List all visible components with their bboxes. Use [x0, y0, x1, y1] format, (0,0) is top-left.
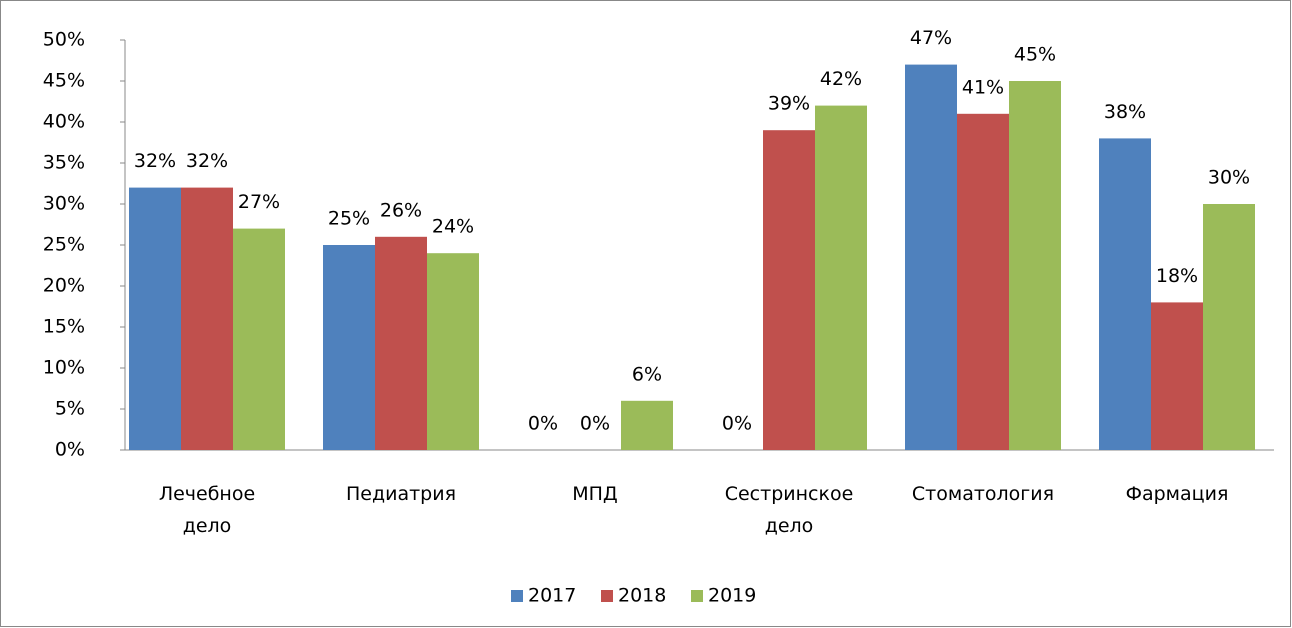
data-label: 0%	[722, 413, 752, 435]
data-label: 42%	[820, 68, 862, 90]
y-tick-label: 50%	[43, 29, 85, 51]
legend-label: 2018	[618, 585, 666, 607]
bar	[621, 400, 673, 450]
data-label: 0%	[580, 413, 610, 435]
data-label: 6%	[632, 363, 662, 385]
bar	[905, 64, 957, 450]
data-label: 45%	[1014, 44, 1056, 66]
y-tick-label: 10%	[43, 357, 85, 379]
data-label: 18%	[1156, 265, 1198, 287]
legend-swatch	[691, 590, 703, 602]
y-tick-label: 30%	[43, 193, 85, 215]
x-tick-label: Лечебное дело	[158, 483, 256, 537]
bar	[1203, 204, 1255, 450]
x-tick-label: Стоматология	[911, 483, 1055, 505]
data-label: 25%	[328, 208, 370, 230]
x-tick-label-box: Сестринское дело	[724, 483, 854, 537]
data-label: 30%	[1208, 167, 1250, 189]
y-tick-label: 25%	[43, 234, 85, 256]
data-label: 47%	[910, 27, 952, 49]
x-tick-label-box: МПД	[572, 483, 618, 505]
y-tick-label: 40%	[43, 111, 85, 133]
legend-label: 2019	[708, 585, 756, 607]
x-tick-label-box: Педиатрия	[345, 483, 456, 505]
bar	[815, 105, 867, 450]
data-label: 32%	[134, 150, 176, 172]
bar	[129, 187, 181, 450]
y-tick-label: 20%	[43, 275, 85, 297]
bar	[1009, 81, 1061, 450]
legend-swatch	[511, 590, 523, 602]
y-tick-label: 15%	[43, 316, 85, 338]
data-label: 24%	[432, 216, 474, 238]
y-tick-label: 45%	[43, 70, 85, 92]
bar	[323, 245, 375, 450]
legend-label: 2017	[528, 585, 576, 607]
bar	[763, 130, 815, 450]
x-tick-label-box: Стоматология	[911, 483, 1055, 505]
x-tick-label: МПД	[572, 483, 618, 505]
x-tick-label: Фармация	[1125, 483, 1229, 505]
data-label: 41%	[962, 76, 1004, 98]
data-label: 32%	[186, 150, 228, 172]
data-label: 27%	[238, 191, 280, 213]
x-tick-label-box: Фармация	[1125, 483, 1229, 505]
bar	[375, 236, 427, 450]
y-tick-label: 35%	[43, 152, 85, 174]
bar	[957, 113, 1009, 451]
data-label: 0%	[528, 413, 558, 435]
bar	[427, 253, 479, 450]
data-label: 39%	[768, 93, 810, 115]
data-label: 26%	[380, 199, 422, 221]
x-tick-label: Сестринское дело	[724, 483, 854, 537]
bar	[1099, 138, 1151, 450]
data-label: 38%	[1104, 101, 1146, 123]
bar	[233, 228, 285, 450]
y-tick-label: 5%	[55, 398, 85, 420]
x-tick-label-box: Лечебное дело	[158, 483, 256, 537]
x-tick-label: Педиатрия	[345, 483, 456, 505]
y-tick-label: 0%	[55, 439, 85, 461]
legend-swatch	[601, 590, 613, 602]
bar	[181, 187, 233, 450]
bar	[1151, 302, 1203, 450]
